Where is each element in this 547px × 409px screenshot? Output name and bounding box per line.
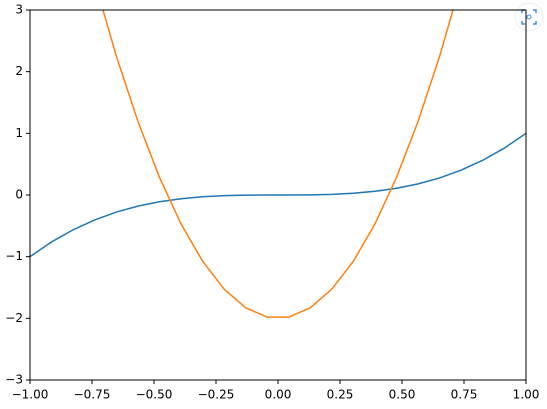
y-tick-label: 2 — [15, 64, 23, 78]
x-tick-label: −0.25 — [198, 388, 235, 402]
y-tick-label: −3 — [5, 373, 23, 387]
x-tick-label: 0.75 — [451, 388, 478, 402]
y-tick-label: 3 — [15, 3, 23, 17]
plot-area — [30, 10, 526, 318]
x-tick-label: 0.25 — [327, 388, 354, 402]
x-tick-label: 0.50 — [389, 388, 416, 402]
line-series — [30, 132, 526, 258]
y-tick-label: 1 — [15, 126, 23, 140]
y-tick-label: −1 — [5, 249, 23, 263]
y-tick-label: 0 — [15, 188, 23, 202]
x-tick-label: −1.00 — [12, 388, 49, 402]
x-tick-label: −0.50 — [136, 388, 173, 402]
y-tick-label: −2 — [5, 311, 23, 325]
x-tick-label: −0.75 — [74, 388, 111, 402]
x-tick-label: 1.00 — [513, 388, 540, 402]
axes-frame — [29, 9, 527, 381]
line-series — [102, 10, 454, 318]
x-tick-label: 0.00 — [265, 388, 292, 402]
expand-button[interactable] — [514, 2, 544, 32]
